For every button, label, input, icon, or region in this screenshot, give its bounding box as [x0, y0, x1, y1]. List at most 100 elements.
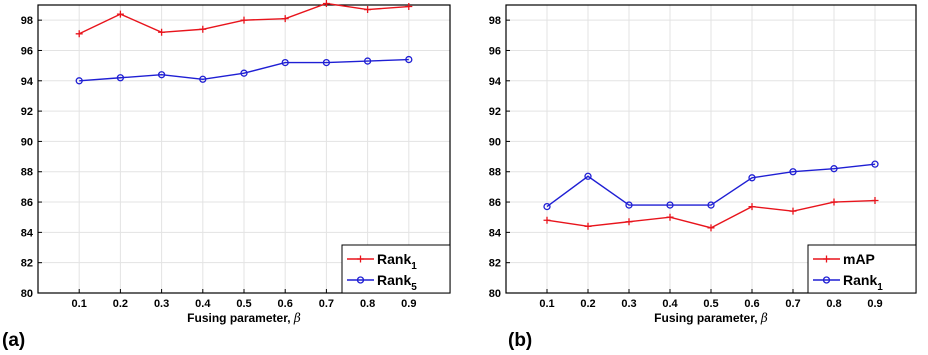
data-point-marker — [281, 58, 289, 67]
legend-box — [341, 244, 451, 294]
y-tick-label: 80 — [489, 288, 501, 300]
legend-label: Rank1 — [843, 272, 883, 293]
panel-label-b: (b) — [508, 330, 533, 351]
series-line — [79, 58, 409, 82]
data-point-marker — [363, 57, 372, 65]
data-point-marker — [364, 6, 372, 14]
data-point-marker — [830, 198, 838, 206]
data-point-marker — [748, 203, 756, 211]
data-point-marker — [158, 28, 166, 36]
series-mAP — [543, 197, 879, 232]
data-point-marker — [666, 201, 674, 209]
y-tick-label: 94 — [21, 76, 34, 88]
data-point-marker — [240, 16, 248, 24]
x-tick-label: 0.9 — [401, 298, 416, 310]
x-tick-label: 0.9 — [867, 298, 882, 310]
y-tick-label: 98 — [21, 15, 33, 27]
x-tick-label: 0.2 — [580, 298, 595, 310]
legend-label-name: Rank — [843, 272, 877, 288]
chart-a-svg: 80 82 84 86 88 90 92 94 96 98 0.1 0.2 0.3 0.4 0.5 0.6 0.… — [21, 0, 451, 325]
legend-box — [807, 244, 917, 294]
chart-panel-a: 80 82 84 86 88 90 92 94 96 98 0.1 0.2 0.3 0.4 0.5 0.6 0.… — [2, 0, 451, 351]
y-tick-label: 98 — [489, 15, 501, 27]
legend-label: mAP — [843, 251, 875, 267]
x-axis-label-symbol: β — [293, 311, 301, 325]
x-tick-label: 0.6 — [278, 298, 293, 310]
data-point-marker — [707, 201, 715, 209]
x-tick-label: 0.4 — [662, 298, 678, 310]
legend-label-subscript: 1 — [411, 261, 417, 272]
data-point-marker — [625, 201, 633, 209]
data-point-marker — [199, 25, 207, 33]
data-point-marker — [707, 224, 715, 232]
data-point-marker — [116, 74, 125, 82]
x-tick-label: 0.8 — [360, 298, 375, 310]
grid-lines — [38, 5, 450, 294]
x-tick-label: 0.2 — [113, 298, 128, 310]
x-tick-label: 0.3 — [154, 298, 169, 310]
y-tick-label: 84 — [489, 227, 502, 239]
y-tick-label: 80 — [21, 288, 33, 300]
legend-label: Rank1 — [377, 251, 417, 272]
y-tick-label: 88 — [489, 167, 501, 179]
data-point-marker — [405, 3, 413, 11]
x-tick-label: 0.1 — [72, 298, 87, 310]
chart-b-svg: 80 82 84 86 88 90 92 94 96 98 0.1 0.2 0.3 0.4 0.5 0.6 0.… — [489, 4, 917, 325]
data-point-marker — [75, 77, 83, 85]
legend-marker — [823, 255, 830, 263]
y-tick-label: 82 — [489, 258, 501, 270]
data-point-marker — [789, 168, 797, 176]
y-tick-label: 92 — [21, 106, 33, 118]
y-tick-label: 86 — [489, 197, 501, 209]
y-tick-label: 82 — [21, 258, 33, 270]
data-point-marker — [116, 10, 124, 18]
data-point-marker — [871, 197, 879, 205]
legend-label-name: mAP — [843, 251, 875, 267]
panel-label-a: (a) — [2, 330, 26, 351]
series-line — [546, 163, 876, 208]
data-point-marker — [584, 172, 592, 180]
x-axis-label-text: Fusing parameter, — [187, 311, 294, 325]
legend-label-subscript: 1 — [877, 282, 883, 293]
y-tick-label: 94 — [489, 76, 502, 88]
data-point-marker — [199, 75, 207, 83]
x-tick-label: 0.1 — [539, 298, 554, 310]
data-point-marker — [666, 213, 674, 221]
x-tick-label: 0.4 — [195, 298, 211, 310]
legend: mAP Rank1 — [807, 244, 917, 294]
x-axis-label: Fusing parameter, β — [187, 311, 301, 325]
data-point-marker — [322, 0, 330, 7]
x-axis-label: Fusing parameter, β — [654, 311, 768, 325]
data-point-marker — [789, 207, 797, 215]
x-tick-label: 0.6 — [744, 298, 759, 310]
data-point-marker — [281, 15, 289, 23]
x-tick-label: 0.8 — [826, 298, 841, 310]
y-tick-label: 88 — [21, 167, 33, 179]
series-Rank5 — [75, 55, 413, 85]
x-tick-label: 0.5 — [236, 298, 251, 310]
data-point-marker — [830, 165, 838, 173]
x-axis-label-symbol: β — [760, 311, 768, 325]
x-tick-label: 0.5 — [703, 298, 718, 310]
data-point-marker — [240, 69, 248, 77]
x-tick-label: 0.3 — [621, 298, 636, 310]
y-tick-label: 84 — [21, 227, 34, 239]
series-Rank1 — [543, 160, 879, 211]
x-axis-label-text: Fusing parameter, — [654, 311, 761, 325]
legend-marker — [356, 276, 365, 284]
y-tick-label: 96 — [489, 45, 501, 57]
x-tick-label: 0.7 — [785, 298, 800, 310]
data-point-marker — [405, 55, 413, 64]
y-tick-label: 90 — [489, 136, 501, 148]
data-point-marker — [625, 218, 633, 226]
legend-marker — [822, 276, 831, 284]
y-tick-label: 96 — [21, 45, 33, 57]
data-point-marker — [322, 58, 331, 67]
legend-label: Rank5 — [377, 272, 417, 293]
data-point-marker — [543, 216, 551, 224]
data-point-marker — [584, 222, 592, 230]
data-point-marker — [871, 160, 879, 168]
legend-label-subscript: 5 — [411, 282, 417, 293]
legend-marker — [357, 255, 364, 263]
